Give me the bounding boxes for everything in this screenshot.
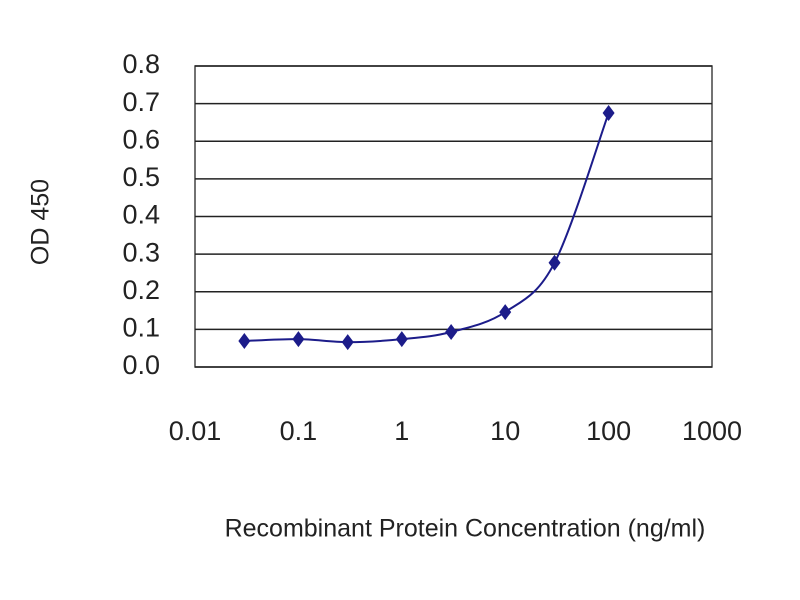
y-tick-label: 0.6: [122, 124, 160, 154]
y-tick-label: 0.4: [122, 200, 160, 230]
data-point: [341, 334, 354, 351]
x-tick-label: 1000: [682, 416, 742, 446]
y-tick-label: 0.5: [122, 162, 160, 192]
x-axis-title: Recombinant Protein Concentration (ng/ml…: [225, 515, 706, 543]
y-tick-label: 0.0: [122, 350, 160, 380]
x-tick-label: 1: [394, 416, 409, 446]
data-point: [548, 254, 561, 271]
y-tick-label: 0.2: [122, 275, 160, 305]
data-point: [445, 324, 458, 341]
y-tick-label: 0.7: [122, 87, 160, 117]
data-point: [395, 331, 408, 348]
y-tick-label: 0.1: [122, 313, 160, 343]
y-axis-title: OD 450: [27, 179, 55, 265]
data-line: [244, 112, 610, 344]
y-tick-label: 0.8: [122, 49, 160, 79]
data-point: [238, 333, 251, 350]
x-tick-label: 0.01: [169, 416, 222, 446]
x-tick-label: 100: [586, 416, 631, 446]
x-tick-label: 0.1: [280, 416, 318, 446]
y-tick-label: 0.3: [122, 237, 160, 267]
data-point: [602, 105, 615, 122]
data-point: [292, 331, 305, 348]
data-point: [499, 304, 512, 321]
x-tick-label: 10: [490, 416, 520, 446]
